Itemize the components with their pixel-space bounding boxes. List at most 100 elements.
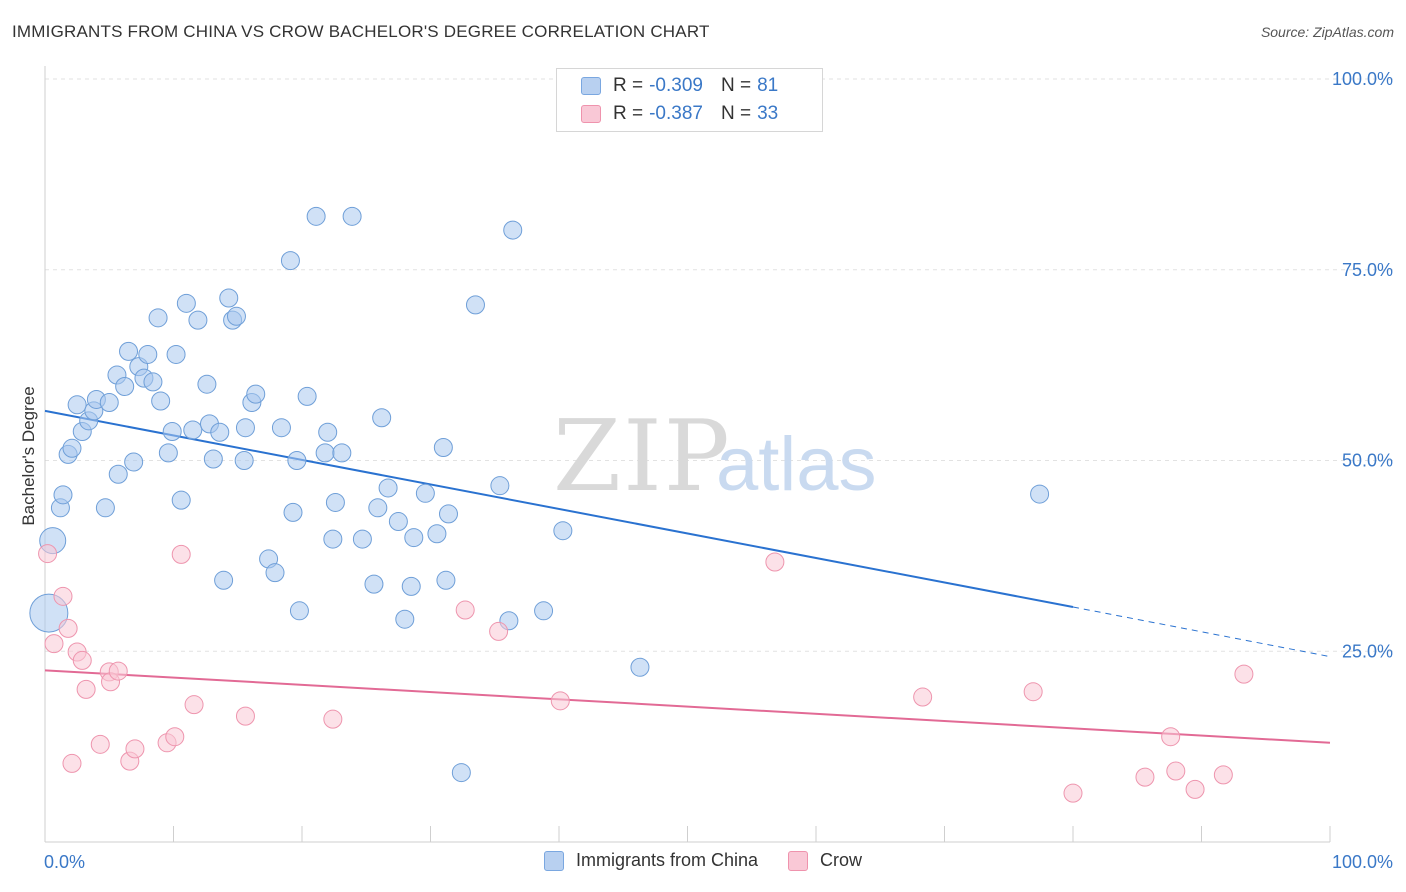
china-point [158,443,178,463]
crow-point [108,661,128,681]
china-point [115,376,135,396]
china-point [372,408,392,428]
legend-row-crow: R = -0.387 N = 33 [581,101,778,127]
china-point [306,206,326,226]
y-tick-label: 25.0% [1342,641,1393,661]
crow-point [44,634,64,654]
crow-point [125,739,145,759]
china-point [287,451,307,470]
legend-r-value: -0.387 [649,103,703,124]
legend-r-label: R = [613,75,644,96]
crow-point [58,618,78,638]
china-point [323,529,343,549]
china-point [289,601,309,621]
grid-layer [45,78,1393,652]
china-point [210,422,230,442]
chart-title: IMMIGRANTS FROM CHINA VS CROW BACHELOR'S… [12,22,710,41]
china-point [451,763,471,783]
legend-r-value: -0.309 [649,75,703,96]
china-point [53,485,73,505]
legend-row-china: R = -0.309 N = 81 [581,73,778,99]
legend-n-value: 81 [757,75,779,96]
legend-item-china[interactable]: Immigrants from China [543,850,758,871]
correlation-legend: R = -0.309 N = 81 R = -0.387 N = 33 [556,68,823,132]
crow-point [1234,664,1254,684]
china-point [534,601,554,621]
crow-point [53,586,73,606]
china-point [297,386,317,406]
legend-swatch-china [543,850,564,871]
china-point [95,498,115,518]
legend-n-label: N = [720,103,752,124]
china-point [433,438,453,458]
china-point [235,418,255,438]
crow-point [72,650,92,670]
points-layer [29,206,1254,803]
crow-point [171,544,191,564]
y-axis-label: Bachelor's Degree [19,386,38,525]
legend-swatch-crow [788,850,809,871]
china-point [124,452,144,472]
china-trend-extension [1072,606,1331,658]
watermark-atlas: atlas [716,422,877,507]
legend-swatch-china [581,77,601,95]
china-point [1030,484,1050,504]
china-point [364,574,384,594]
crow-point [235,706,255,726]
china-point [234,451,254,470]
legend-swatch-crow [581,105,601,123]
china-point [283,502,303,522]
crow-point [765,552,785,572]
china-point [176,293,196,313]
watermark-zip: ZIP [553,400,732,514]
china-point [395,609,415,629]
china-trend-line [44,409,1074,608]
china-point [62,438,82,458]
crow-point [455,600,475,620]
crow-point [1135,767,1155,787]
china-point [368,498,388,518]
china-point [465,295,485,315]
china-point [342,206,362,226]
china-point [226,306,246,326]
china-point [388,512,408,532]
x-tick-label: 100.0% [1332,852,1393,872]
china-point [108,464,128,484]
y-tick-label: 75.0% [1342,260,1393,280]
crow-point [323,709,343,729]
china-point [553,521,573,541]
china-point [67,395,87,415]
china-point [246,384,266,404]
crow-point [38,544,58,564]
china-point [148,308,168,328]
crow-point [913,687,933,707]
crow-point [550,691,570,711]
china-point [138,344,158,364]
china-point [203,449,223,469]
china-point [143,372,163,392]
source-label: Source: ZipAtlas.com [1260,24,1394,40]
crow-trend-line [44,669,1331,744]
crow-point [1023,682,1043,702]
china-point [315,443,335,463]
crow-point [90,734,110,754]
legend-n-label: N = [720,75,752,96]
china-point [171,490,191,510]
x-tick-label: 0.0% [44,852,85,872]
china-point [630,657,650,677]
legend-item-crow[interactable]: Crow [788,850,862,871]
china-point [404,528,424,548]
china-point [183,420,203,440]
china-point [188,310,208,330]
china-point [271,418,291,438]
china-point [214,570,234,590]
crow-point [1185,779,1205,799]
china-point [503,220,523,240]
crow-point [76,679,96,699]
china-point [401,576,421,596]
trend-layer [44,409,1331,744]
china-point [197,374,217,394]
legend-n-value: 33 [757,103,779,124]
china-point [219,288,239,308]
